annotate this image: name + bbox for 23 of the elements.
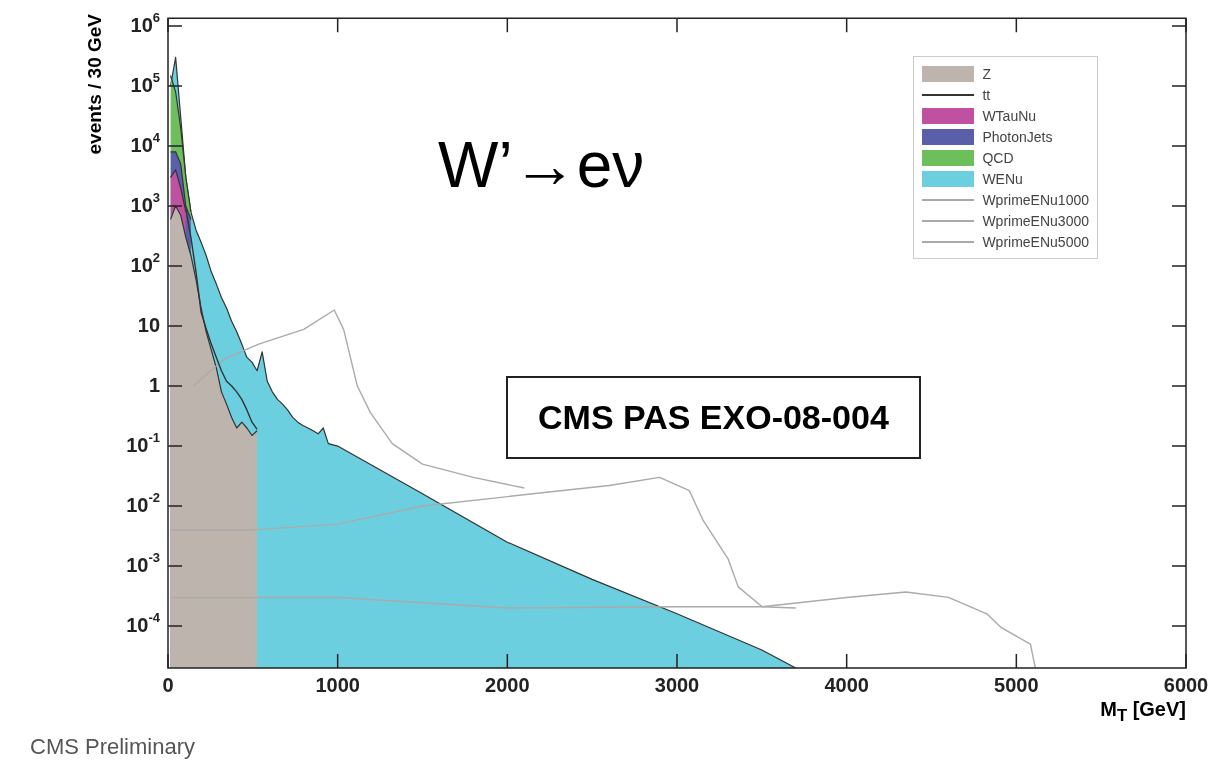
x-axis-title: M$_{T}$ [GeV] [1100,698,1186,726]
legend-label: WprimeENu3000 [982,212,1089,229]
x-tick-label: 1000 [315,673,360,696]
y-tick-label: 10 [137,313,160,336]
legend-label: Z [982,65,991,82]
x-tick-label: 6000 [1163,673,1209,696]
x-tick-label: 3000 [654,673,700,696]
x-tick-label: 5000 [994,673,1039,696]
legend-label: PhotonJets [982,128,1053,145]
legend-label: tt [982,86,991,103]
legend-label: WprimeENu1000 [982,191,1089,208]
legend-label: WprimeENu5000 [982,233,1089,250]
text: CMS Preliminary [30,734,196,760]
annotation: CMS PAS EXO-08-004 [506,376,921,459]
x-tick-label: 0 [162,673,174,696]
x-tick-label: 4000 [824,673,869,696]
legend-label: WENu [982,170,1023,187]
legend-label: WTauNu [982,107,1037,124]
x-tick-label: 2000 [485,673,530,696]
legend-label: QCD [982,149,1014,166]
y-axis-title: events / 30 GeV [84,14,106,157]
annotation: W’→eν [438,128,645,202]
y-tick-label: 1 [148,373,160,396]
